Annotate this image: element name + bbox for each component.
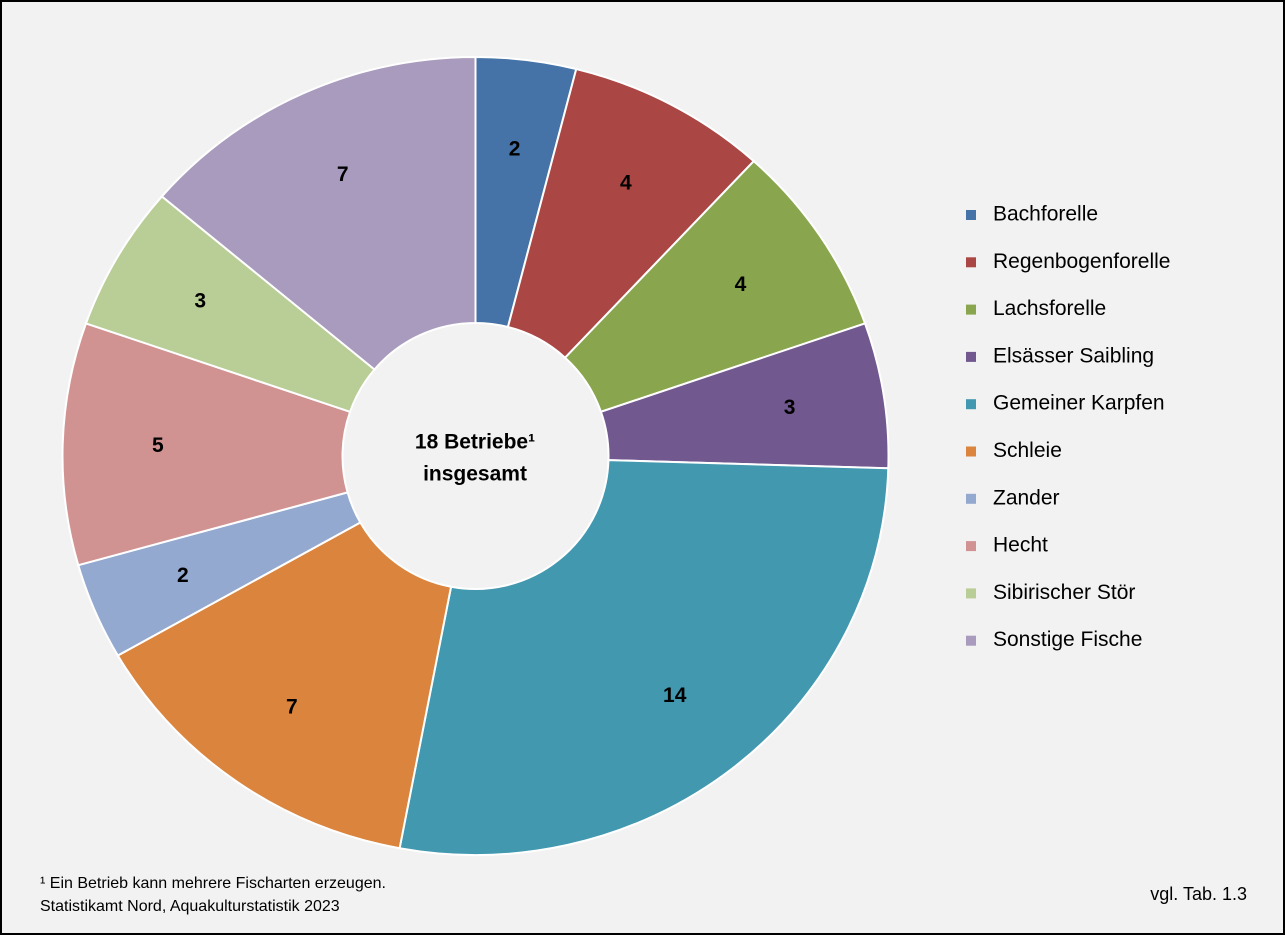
data-label: 3 [784,396,796,419]
legend-label: Sonstige Fische [993,628,1142,651]
legend-marker [966,446,976,457]
slice [116,521,453,850]
data-label: 3 [194,289,206,312]
center-label: 18 Betriebe¹ [415,431,535,454]
data-label: 2 [177,564,189,587]
slice [160,55,477,371]
footnote: Statistikamt Nord, Aquakulturstatistik 2… [40,898,340,915]
legend-label: Zander [993,486,1060,509]
data-label: 4 [735,273,747,296]
legend-marker [966,493,976,504]
slice [563,159,867,414]
slice [398,459,890,856]
legend-marker [966,635,976,646]
legend-label: Schleie [993,439,1062,462]
legend-marker [966,257,976,268]
data-label: 14 [663,684,687,707]
data-label: 5 [152,434,164,457]
legend-label: Elsässer Saibling [993,344,1154,367]
footnote: ¹ Ein Betrieb kann mehrere Fischarten er… [40,875,386,892]
data-label: 4 [620,172,632,195]
center-label: insgesamt [423,463,527,486]
legend-label: Lachsforelle [993,297,1106,320]
slice [61,322,352,567]
data-label: 7 [337,163,349,186]
legend-label: Gemeiner Karpfen [993,392,1165,415]
legend-label: Bachforelle [993,203,1098,226]
source: vgl. Tab. 1.3 [1150,884,1247,904]
legend-marker [966,304,976,315]
legend-label: Sibirischer Stör [993,581,1135,604]
legend-marker [966,399,976,410]
legend-marker [966,588,976,599]
data-label: 7 [286,695,298,718]
data-label: 2 [509,137,521,160]
slice [506,67,756,360]
legend-label: Hecht [993,534,1048,557]
legend-marker [966,210,976,220]
legend-marker [966,541,976,552]
legend-label: Regenbogenforelle [993,250,1170,273]
legend-marker [966,351,976,362]
